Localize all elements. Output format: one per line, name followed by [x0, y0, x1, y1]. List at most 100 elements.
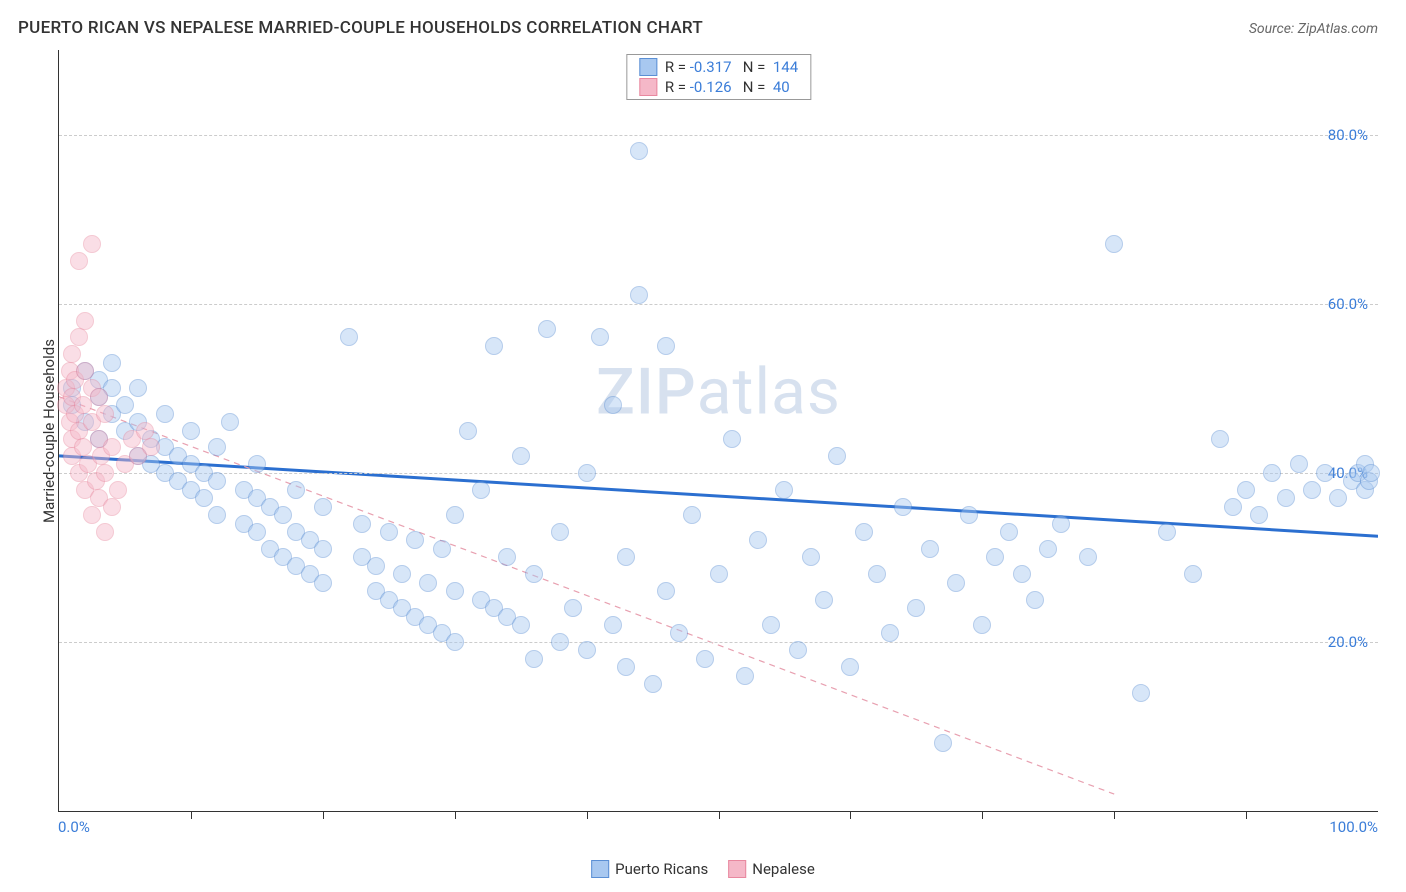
scatter-point [76, 362, 94, 380]
legend-swatch [728, 860, 746, 878]
gridline-h [59, 135, 1378, 136]
scatter-point [564, 599, 582, 617]
scatter-point [103, 354, 121, 372]
scatter-point [1290, 455, 1308, 473]
scatter-point [156, 405, 174, 423]
series-legend: Puerto Ricans Nepalese [591, 860, 815, 878]
scatter-point [63, 345, 81, 363]
y-axis-label: Married-couple Households [40, 339, 58, 523]
scatter-point [1263, 464, 1281, 482]
scatter-point [70, 252, 88, 270]
scatter-point [419, 574, 437, 592]
chart-source: Source: ZipAtlas.com [1249, 21, 1378, 37]
scatter-point [749, 531, 767, 549]
scatter-point [551, 633, 569, 651]
scatter-point [340, 328, 358, 346]
scatter-point [512, 616, 530, 634]
scatter-point [103, 438, 121, 456]
scatter-point [76, 312, 94, 330]
scatter-point [221, 413, 239, 431]
plot-area: Married-couple Households ZIPatlas R = -… [58, 50, 1378, 812]
x-tick [719, 811, 720, 819]
scatter-point [855, 523, 873, 541]
scatter-point [274, 506, 292, 524]
scatter-point [696, 650, 714, 668]
scatter-point [1013, 565, 1031, 583]
scatter-point [1026, 591, 1044, 609]
legend-item: Puerto Ricans [591, 860, 708, 878]
scatter-point [96, 464, 114, 482]
scatter-point [314, 498, 332, 516]
stats-text: R = -0.317 N = 144 [665, 58, 798, 76]
scatter-point [96, 405, 114, 423]
scatter-point [314, 540, 332, 558]
scatter-point [947, 574, 965, 592]
scatter-point [578, 464, 596, 482]
stats-swatch [639, 78, 657, 96]
legend-label: Nepalese [752, 860, 815, 878]
stats-swatch [639, 58, 657, 76]
legend-item: Nepalese [728, 860, 815, 878]
scatter-point [142, 438, 160, 456]
watermark: ZIPatlas [596, 355, 841, 430]
scatter-point [1132, 684, 1150, 702]
stats-legend: R = -0.317 N = 144 R = -0.126 N = 40 [626, 54, 811, 100]
scatter-point [551, 523, 569, 541]
scatter-point [604, 616, 622, 634]
legend-label: Puerto Ricans [615, 860, 708, 878]
scatter-point [367, 557, 385, 575]
x-tick [323, 811, 324, 819]
scatter-point [83, 506, 101, 524]
scatter-point [446, 582, 464, 600]
scatter-point [657, 582, 675, 600]
scatter-point [512, 447, 530, 465]
scatter-point [630, 142, 648, 160]
scatter-point [109, 481, 127, 499]
scatter-point [736, 667, 754, 685]
chart-title: PUERTO RICAN VS NEPALESE MARRIED-COUPLE … [18, 18, 703, 38]
scatter-point [208, 438, 226, 456]
scatter-point [116, 396, 134, 414]
x-axis-min-label: 0.0% [58, 818, 90, 836]
y-tick-label: 80.0% [1328, 126, 1368, 144]
scatter-point [129, 379, 147, 397]
scatter-point [670, 624, 688, 642]
scatter-point [802, 548, 820, 566]
scatter-point [446, 506, 464, 524]
scatter-point [83, 235, 101, 253]
gridline-h [59, 642, 1378, 643]
x-tick [587, 811, 588, 819]
scatter-point [815, 591, 833, 609]
scatter-point [683, 506, 701, 524]
scatter-point [70, 328, 88, 346]
scatter-point [1000, 523, 1018, 541]
scatter-point [208, 506, 226, 524]
scatter-point [1224, 498, 1242, 516]
scatter-point [182, 422, 200, 440]
scatter-point [380, 523, 398, 541]
scatter-point [1158, 523, 1176, 541]
scatter-point [973, 616, 991, 634]
scatter-point [208, 472, 226, 490]
scatter-point [868, 565, 886, 583]
scatter-point [841, 658, 859, 676]
scatter-point [472, 481, 490, 499]
scatter-point [406, 531, 424, 549]
scatter-point [710, 565, 728, 583]
scatter-point [630, 286, 648, 304]
scatter-point [485, 337, 503, 355]
scatter-point [314, 574, 332, 592]
stats-text: R = -0.126 N = 40 [665, 78, 790, 96]
stats-row: R = -0.126 N = 40 [627, 77, 810, 97]
scatter-point [433, 540, 451, 558]
scatter-point [762, 616, 780, 634]
scatter-point [789, 641, 807, 659]
scatter-point [894, 498, 912, 516]
scatter-point [604, 396, 622, 414]
chart-container: Married-couple Households ZIPatlas R = -… [18, 50, 1388, 842]
scatter-point [1303, 481, 1321, 499]
scatter-point [459, 422, 477, 440]
scatter-point [195, 489, 213, 507]
scatter-point [881, 624, 899, 642]
scatter-point [907, 599, 925, 617]
